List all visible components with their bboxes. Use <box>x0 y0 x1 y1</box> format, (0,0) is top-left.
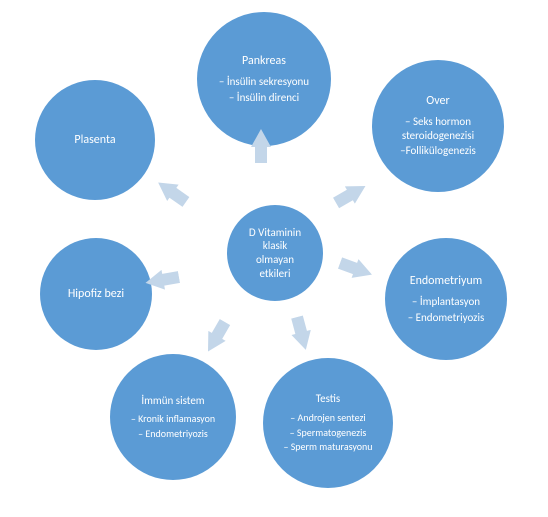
node-item: – Endometriyozis <box>138 428 208 441</box>
arrow-plasenta <box>152 174 191 210</box>
arrow-testis <box>287 314 315 352</box>
node-plasenta: Plasenta <box>35 80 155 200</box>
node-item: – Seks hormon steroidogenezisi <box>378 115 498 143</box>
node-title: Testis <box>316 392 340 406</box>
node-item: – Endometriyozis <box>408 311 485 325</box>
node-over: Over – Seks hormon steroidogenezisi–Folli… <box>372 60 504 192</box>
arrow-over <box>331 177 370 211</box>
node-title: Pankreas <box>242 54 286 69</box>
node-title: Plasenta <box>74 133 115 148</box>
center-label-line: etkileri <box>260 267 291 281</box>
node-testis: Testis – Androjen sentezi – Spermatogenezi… <box>263 358 393 488</box>
node-immun: İmmün sistem – Kronik inflamasyon – Endome… <box>110 354 236 480</box>
center-label-line: olmayan <box>256 253 294 267</box>
node-title: İmmün sistem <box>141 394 204 408</box>
center-node: D Vitamininklasikolmayanetkileri <box>225 203 325 303</box>
arrow-endometriyum <box>337 254 376 284</box>
node-item: – İnsülin sekresyonu <box>219 75 309 89</box>
node-title: Endometriyum <box>410 274 483 289</box>
node-pankreas: Pankreas – İnsülin sekresyonu – İnsülin di… <box>197 12 331 146</box>
node-item: – Androjen sentezi <box>290 412 365 425</box>
center-label-line: D Vitaminin <box>249 226 301 240</box>
node-title: Hipofiz bezi <box>68 287 124 302</box>
node-item: –Follikülogenezis <box>400 144 476 158</box>
arrow-hipofiz <box>144 267 181 293</box>
node-item: – Kronik inflamasyon <box>131 413 215 426</box>
node-title: Over <box>426 94 449 109</box>
node-hipofiz: Hipofiz bezi <box>40 238 152 350</box>
arrow-immun <box>199 317 233 356</box>
node-item: – İnsülin direnci <box>229 91 299 105</box>
node-item: – İmplantasyon <box>412 295 480 309</box>
arrow-pankreas <box>251 129 271 163</box>
center-label-line: klasik <box>263 239 288 253</box>
node-item: – Sperm maturasyonu <box>283 441 372 454</box>
node-endometriyum: Endometriyum – İmplantasyon – Endometriyoz… <box>385 238 507 360</box>
node-item: – Spermatogenezis <box>290 427 367 440</box>
